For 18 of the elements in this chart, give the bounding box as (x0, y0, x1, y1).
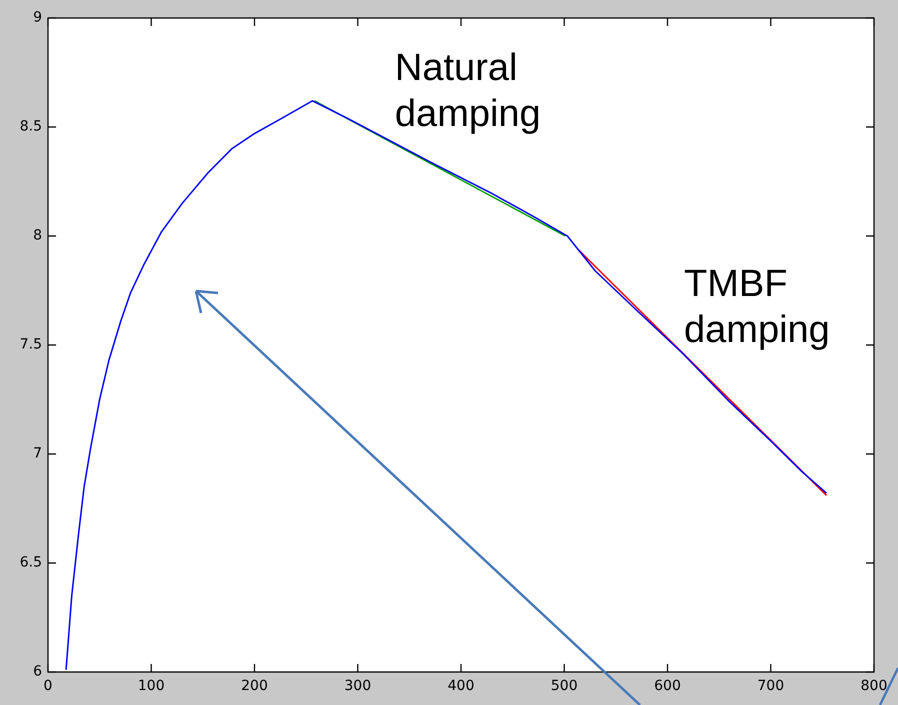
y-tick-label: 9 (33, 10, 42, 26)
x-tick-label: 800 (860, 678, 888, 694)
x-tick-label: 200 (241, 678, 268, 694)
x-tick-label: 700 (757, 678, 784, 694)
y-tick-label: 7 (33, 446, 42, 462)
x-tick-label: 600 (654, 678, 681, 694)
x-tick-label: 300 (344, 678, 372, 694)
y-tick-label: 6 (33, 664, 42, 680)
annotation: TMBF damping (684, 263, 830, 352)
annotation: Natural damping (394, 47, 541, 136)
y-tick-label: 6.5 (20, 554, 42, 571)
y-tick-label: 8 (33, 228, 42, 244)
x-tick-label: 400 (448, 678, 474, 694)
y-tick-label: 8.5 (20, 118, 42, 135)
x-tick-label: 0 (44, 678, 52, 694)
y-tick-label: 7.5 (20, 336, 42, 353)
x-tick-label: 100 (138, 678, 165, 694)
x-tick-label: 500 (550, 678, 578, 694)
